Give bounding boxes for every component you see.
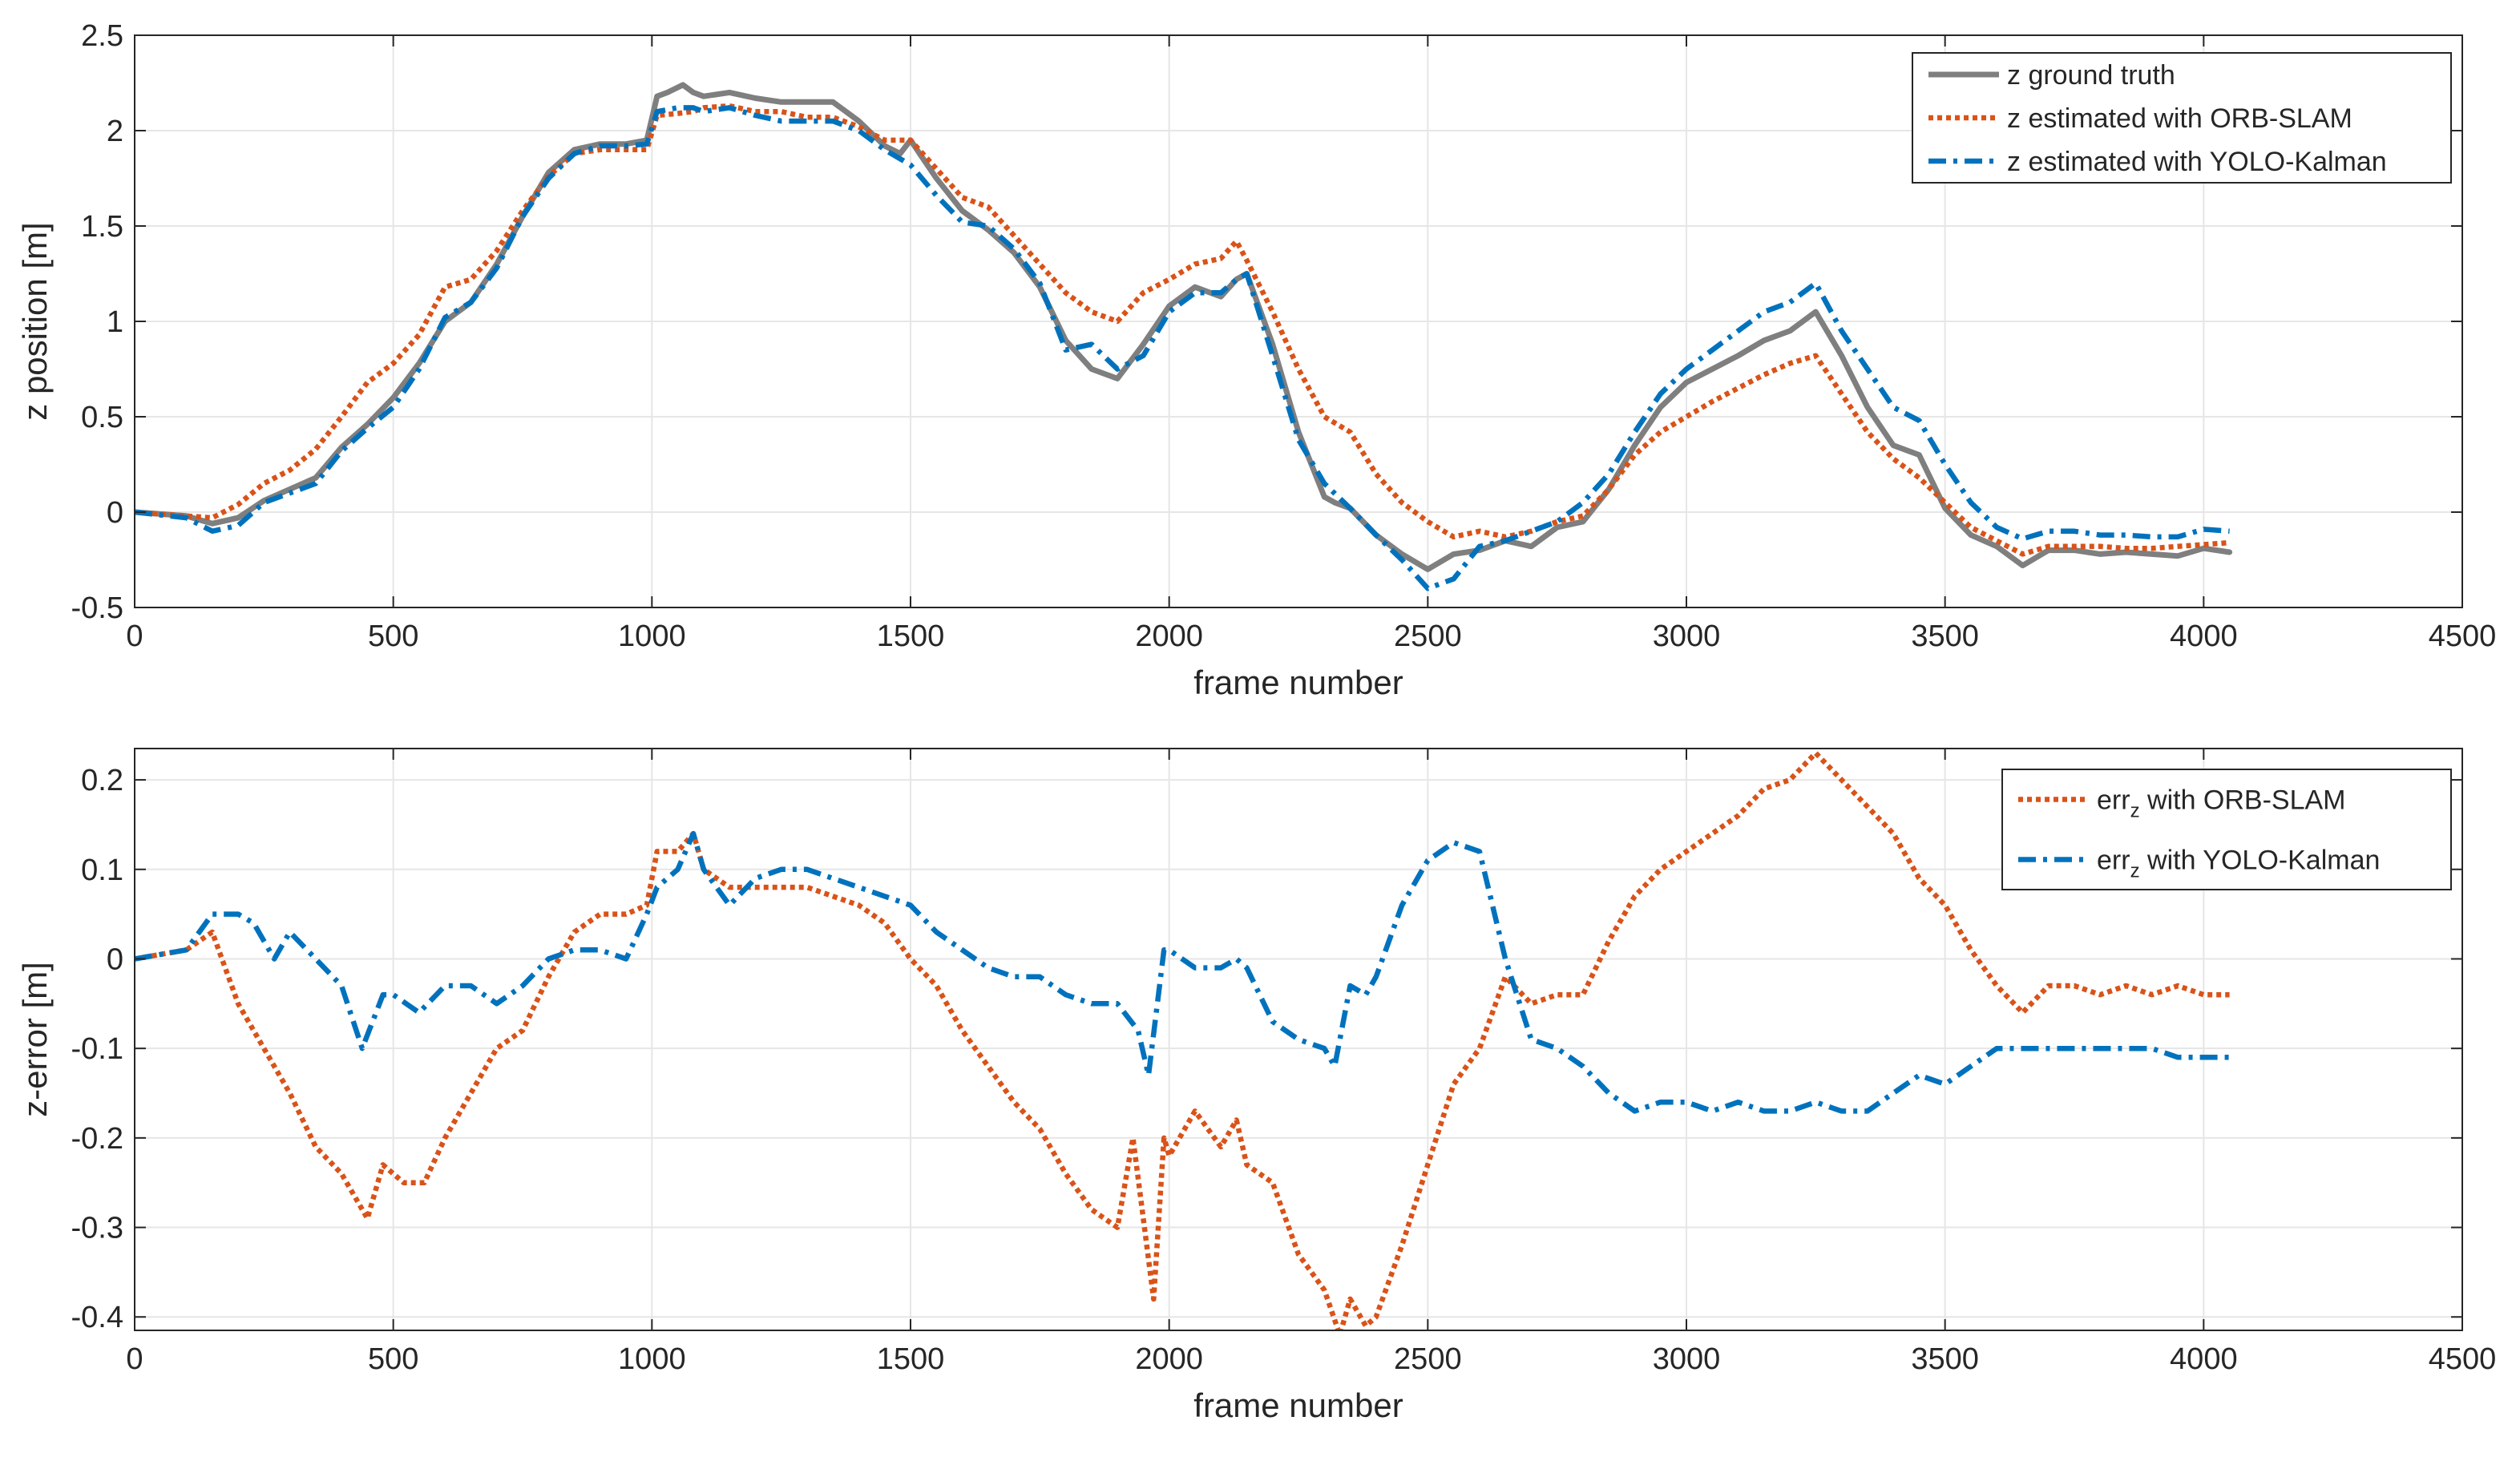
top-x-axis-label: frame number [1193, 664, 1403, 701]
top-y-tick-label-2-5: 2.5 [81, 19, 123, 53]
bottom-y-tick-label-0-2: 0.2 [81, 764, 123, 797]
bottom-x-tick-label-3500: 3500 [1911, 1342, 1979, 1376]
bottom-y-axis-label: z-error [m] [16, 962, 54, 1117]
top-series-group [135, 82, 2233, 591]
bottom-legend-label-0: errz with ORB-SLAM [2097, 785, 2346, 822]
top-x-tick-label-500: 500 [368, 620, 418, 653]
top-y-tick-label-0: 0 [107, 496, 123, 530]
top-series-line-z-estimated-with-yolo-kalman [135, 105, 2230, 591]
bottom-axes-box [134, 748, 2463, 1331]
bottom-legend-box [2001, 769, 2452, 890]
top-y-tick-label-2: 2 [107, 115, 123, 148]
bottom-x-tick-label-4500: 4500 [2429, 1342, 2497, 1376]
top-x-tick-label-2000: 2000 [1135, 620, 1203, 653]
top-x-tick-label-1000: 1000 [618, 620, 686, 653]
bottom-y-tick-label-0-4: -0.4 [71, 1301, 123, 1334]
top-chart-z-position: 0 500 1000 1500 2000 2500 3000 3500 4000 4500 -0.5… [16, 19, 2496, 701]
top-x-tick-label-4000: 4000 [2170, 620, 2238, 653]
bottom-x-tick-label-3000: 3000 [1653, 1342, 1721, 1376]
bottom-series-line-errz-with-orb-slam [135, 750, 2230, 1330]
bottom-y-tick-label-0-1: -0.1 [71, 1032, 123, 1066]
top-legend-label-2: z estimated with YOLO-Kalman [2007, 147, 2387, 177]
top-x-tick-label-3000: 3000 [1653, 620, 1721, 653]
top-y-tick-label-1-5: 1.5 [81, 210, 123, 244]
top-x-tick-label-4500: 4500 [2429, 620, 2497, 653]
top-y-tick-label-1: 1 [107, 305, 123, 339]
bottom-x-tick-label-0: 0 [126, 1342, 143, 1376]
top-series-line-z-estimated-with-orb-slam [135, 103, 2230, 557]
top-y-axis-label: z position [m] [16, 222, 54, 420]
top-x-tick-label-0: 0 [126, 620, 143, 653]
top-legend: z ground truth z estimated with ORB-SLAM z… [1912, 52, 2452, 184]
top-y-tick-label-0-5: -0.5 [71, 591, 123, 625]
bottom-legend-label-1: errz with YOLO-Kalman [2097, 846, 2380, 882]
bottom-y-tick-label-0-1: 0.1 [81, 854, 123, 887]
top-x-tick-label-2500: 2500 [1394, 620, 1462, 653]
bottom-chart-z-error: 0 500 1000 1500 2000 2500 3000 3500 4000 4500 -0.4… [16, 748, 2497, 1424]
top-legend-box [1912, 52, 2452, 184]
top-x-tick-label-1500: 1500 [877, 620, 945, 653]
bottom-y-tick-label-0-3: -0.3 [71, 1212, 123, 1245]
bottom-x-tick-label-2500: 2500 [1394, 1342, 1462, 1376]
bottom-series-line-errz-with-yolo-kalman [135, 830, 2230, 1114]
bottom-y-tick-label-0-2: -0.2 [71, 1122, 123, 1156]
top-legend-label-1: z estimated with ORB-SLAM [2007, 103, 2352, 134]
bottom-x-tick-label-1000: 1000 [618, 1342, 686, 1376]
bottom-series-group [135, 750, 2230, 1330]
bottom-x-tick-label-2000: 2000 [1135, 1342, 1203, 1376]
bottom-x-tick-label-500: 500 [368, 1342, 418, 1376]
top-y-tick-label-0-5: 0.5 [81, 401, 123, 434]
top-ticks: 0 500 1000 1500 2000 2500 3000 3500 4000 4500 -0.5… [71, 19, 2497, 653]
bottom-legend: errz with ORB-SLAM errz with YOLO-Kalman [2001, 769, 2452, 890]
top-x-tick-label-3500: 3500 [1911, 620, 1979, 653]
bottom-y-tick-label-0: 0 [107, 942, 123, 976]
top-legend-label-0: z ground truth [2007, 60, 2175, 91]
bottom-x-tick-label-4000: 4000 [2170, 1342, 2238, 1376]
bottom-ticks: 0 500 1000 1500 2000 2500 3000 3500 4000 4500 -0.4… [71, 749, 2497, 1376]
bottom-x-tick-label-1500: 1500 [877, 1342, 945, 1376]
bottom-x-axis-label: frame number [1193, 1386, 1403, 1424]
